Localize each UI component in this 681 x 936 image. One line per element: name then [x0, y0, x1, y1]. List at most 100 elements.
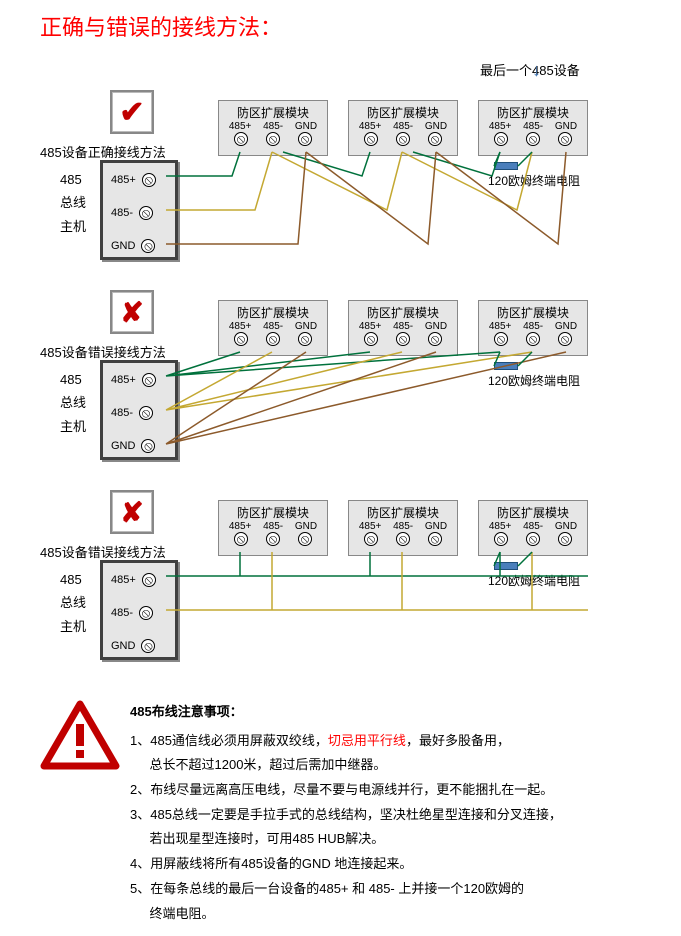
terminal-icon — [396, 132, 410, 146]
notes-body: 485布线注意事项： 1、485通信线必须用屏蔽双绞线，切忌用平行线，最好多股备… — [130, 700, 562, 926]
module-terminals — [219, 532, 327, 548]
note-item: 3、485总线一定要是手拉手式的总线结构，坚决杜绝星型连接和分叉连接， — [130, 803, 562, 828]
cross-icon: ✘ — [120, 496, 143, 529]
terminal-icon — [141, 639, 155, 653]
host-pin-label: 485+ — [111, 574, 136, 586]
terminal-icon — [298, 132, 312, 146]
module-title: 防区扩展模块 — [349, 501, 457, 521]
terminal-icon — [428, 532, 442, 546]
termination-resistor — [494, 162, 518, 170]
mark-box: ✘ — [110, 290, 154, 334]
terminal-icon — [141, 239, 155, 253]
last-device-header: 最后一个485设备 ↓ — [40, 60, 661, 90]
check-icon: ✔ — [119, 95, 144, 130]
terminal-icon — [428, 132, 442, 146]
terminal-icon — [558, 332, 572, 346]
expansion-module: 防区扩展模块 485+485-GND — [348, 300, 458, 356]
note-item: 5、在每条总线的最后一台设备的485+ 和 485- 上并接一个120欧姆的 — [130, 877, 562, 902]
module-terminals — [479, 332, 587, 348]
note-item: 2、布线尽量远离高压电线，尽量不要与电源线并行，更不能捆扎在一起。 — [130, 778, 562, 803]
expansion-module: 防区扩展模块 485+485-GND — [218, 500, 328, 556]
last-device-label: 最后一个485设备 — [480, 60, 580, 79]
method-label: 485设备错误接线方法 — [40, 542, 166, 561]
terminal-icon — [266, 132, 280, 146]
notes-section: 485布线注意事项： 1、485通信线必须用屏蔽双绞线，切忌用平行线，最好多股备… — [40, 700, 661, 926]
cross-icon: ✘ — [120, 296, 143, 329]
terminal-icon — [139, 206, 153, 220]
terminal-icon — [139, 406, 153, 420]
module-title: 防区扩展模块 — [349, 301, 457, 321]
host-row: GND — [103, 629, 175, 662]
diagram-section: ✘ 485设备错误接线方法 485总线主机 485+485-GND 防区扩展模块… — [40, 490, 661, 680]
bus-host: 485+ 485- GND — [100, 560, 178, 660]
method-label: 485设备正确接线方法 — [40, 142, 166, 161]
module-title: 防区扩展模块 — [479, 501, 587, 521]
terminal-icon — [428, 332, 442, 346]
expansion-module: 防区扩展模块 485+485-GND — [478, 100, 588, 156]
module-title: 防区扩展模块 — [349, 101, 457, 121]
module-terminals — [349, 532, 457, 548]
module-title: 防区扩展模块 — [219, 501, 327, 521]
note-continuation: 总长不超过1200米，超过后需加中继器。 — [130, 753, 562, 778]
host-pin-label: 485- — [111, 207, 133, 219]
host-row: 485+ — [103, 163, 175, 196]
note-continuation: 终端电阻。 — [130, 902, 562, 927]
terminal-icon — [234, 132, 248, 146]
module-terminals — [479, 132, 587, 148]
bus-host: 485+ 485- GND — [100, 360, 178, 460]
host-pin-label: 485- — [111, 407, 133, 419]
diagram-section: ✘ 485设备错误接线方法 485总线主机 485+485-GND 防区扩展模块… — [40, 290, 661, 480]
host-row: GND — [103, 429, 175, 462]
termination-resistor — [494, 562, 518, 570]
host-pin-label: GND — [111, 440, 135, 452]
expansion-module: 防区扩展模块 485+485-GND — [218, 300, 328, 356]
expansion-module: 防区扩展模块 485+485-GND — [348, 100, 458, 156]
page-title: 正确与错误的接线方法： — [40, 10, 661, 42]
note-continuation: 若出现星型连接时，可用485 HUB解决。 — [130, 827, 562, 852]
notes-list: 1、485通信线必须用屏蔽双绞线，切忌用平行线，最好多股备用，总长不超过1200… — [130, 729, 562, 927]
terminal-icon — [266, 332, 280, 346]
module-terminals — [219, 332, 327, 348]
terminal-icon — [558, 532, 572, 546]
module-title: 防区扩展模块 — [219, 101, 327, 121]
host-pin-label: 485+ — [111, 374, 136, 386]
host-row: 485+ — [103, 363, 175, 396]
terminal-icon — [558, 132, 572, 146]
host-pin-label: 485- — [111, 607, 133, 619]
page: 正确与错误的接线方法： 最后一个485设备 ↓ ✔ 485设备正确接线方法 48… — [0, 0, 681, 936]
host-row: 485- — [103, 396, 175, 429]
terminal-icon — [142, 373, 156, 387]
host-row: 485- — [103, 196, 175, 229]
note-item: 1、485通信线必须用屏蔽双绞线，切忌用平行线，最好多股备用， — [130, 729, 562, 754]
diagram-sections: ✔ 485设备正确接线方法 485总线主机 485+485-GND 防区扩展模块… — [40, 90, 661, 680]
expansion-module: 防区扩展模块 485+485-GND — [478, 300, 588, 356]
terminal-icon — [139, 606, 153, 620]
terminal-icon — [141, 439, 155, 453]
terminal-icon — [364, 132, 378, 146]
expansion-module: 防区扩展模块 485+485-GND — [348, 500, 458, 556]
host-row: GND — [103, 229, 175, 262]
expansion-module: 防区扩展模块 485+485-GND — [218, 100, 328, 156]
diagram-section: ✔ 485设备正确接线方法 485总线主机 485+485-GND 防区扩展模块… — [40, 90, 661, 280]
terminal-icon — [364, 532, 378, 546]
host-pin-label: 485+ — [111, 174, 136, 186]
terminal-icon — [234, 532, 248, 546]
terminal-icon — [298, 532, 312, 546]
resistor-label: 120欧姆终端电阻 — [488, 572, 580, 589]
module-terminals — [349, 332, 457, 348]
expansion-module: 防区扩展模块 485+485-GND — [478, 500, 588, 556]
terminal-icon — [526, 332, 540, 346]
notes-title: 485布线注意事项： — [130, 700, 562, 725]
terminal-icon — [298, 332, 312, 346]
host-pin-label: GND — [111, 640, 135, 652]
terminal-icon — [142, 173, 156, 187]
terminal-icon — [526, 532, 540, 546]
host-row: 485+ — [103, 563, 175, 596]
terminal-icon — [396, 532, 410, 546]
last-device-arrow: ↓ — [532, 60, 541, 81]
resistor-label: 120欧姆终端电阻 — [488, 372, 580, 389]
terminal-icon — [234, 332, 248, 346]
mark-box: ✘ — [110, 490, 154, 534]
terminal-icon — [494, 132, 508, 146]
module-title: 防区扩展模块 — [479, 101, 587, 121]
